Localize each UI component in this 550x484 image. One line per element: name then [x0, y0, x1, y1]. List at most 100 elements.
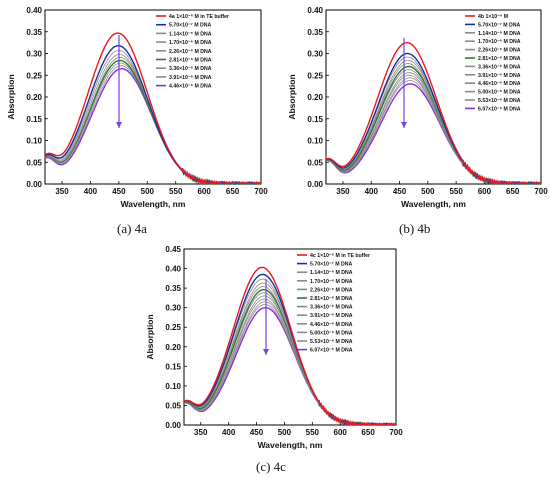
legend-label: 5.00×10⁻⁶ M DNA	[478, 90, 521, 96]
y-tick-label: 0.35	[307, 28, 323, 37]
series-line	[184, 266, 396, 425]
x-axis-label: Wavelength, nm	[121, 199, 186, 209]
trend-arrow-head	[401, 122, 407, 128]
series-line	[326, 42, 541, 184]
legend-label: 1.70×10⁻⁶ M DNA	[478, 39, 521, 45]
x-tick-label: 500	[278, 428, 292, 437]
legend-label: 1.14×10⁻⁶ M DNA	[169, 31, 212, 37]
x-tick-label: 350	[55, 187, 69, 196]
legend-label: 5.00×10⁻⁶ M DNA	[310, 330, 353, 336]
y-tick-label: 0.35	[26, 28, 42, 37]
legend-label: 4a 1×10⁻⁶ M in TE buffer	[169, 14, 229, 20]
y-axis-label: Absorption	[287, 74, 297, 119]
y-tick-label: 0.25	[307, 71, 323, 80]
y-tick-label: 0.30	[165, 304, 181, 313]
legend-label: 1.70×10⁻⁶ M DNA	[310, 279, 353, 285]
x-tick-label: 450	[393, 187, 407, 196]
y-tick-label: 0.20	[165, 343, 181, 352]
legend-label: 5.70×10⁻⁷ M DNA	[478, 22, 520, 28]
series-line	[45, 45, 261, 184]
x-tick-label: 550	[169, 187, 183, 196]
x-tick-label: 500	[421, 187, 435, 196]
legend-label: 2.81×10⁻⁶ M DNA	[310, 296, 353, 302]
series-line	[184, 301, 396, 425]
chart-panel-1: 0.00 0.05 0.10 0.15 0.20 0.25 0.30 0.35 0.40 350 4…	[6, 6, 268, 209]
y-tick-label: 0.00	[26, 180, 42, 189]
x-tick-label: 550	[449, 187, 463, 196]
y-tick-label: 0.45	[165, 245, 181, 254]
series-line	[45, 32, 261, 184]
y-tick-label: 0.10	[26, 137, 42, 146]
legend-label: 2.26×10⁻⁶ M DNA	[169, 49, 212, 55]
x-tick-label: 400	[84, 187, 98, 196]
y-tick-label: 0.40	[26, 6, 42, 15]
series-line	[326, 60, 541, 184]
x-tick-label: 400	[365, 187, 379, 196]
legend-label: 4b 1×10⁻⁶ M	[478, 14, 508, 20]
x-tick-label: 600	[197, 187, 211, 196]
chart-panel-2: 0.00 0.05 0.10 0.15 0.20 0.25 0.30 0.35 0.40 350 4…	[287, 6, 548, 209]
legend-label: 3.36×10⁻⁶ M DNA	[169, 66, 212, 72]
plot-frame	[183, 248, 397, 426]
legend-label: 5.53×10⁻⁶ M DNA	[310, 339, 353, 345]
y-axis-label: Absorption	[6, 74, 16, 119]
series-line	[45, 56, 261, 184]
x-tick-label: 400	[222, 428, 236, 437]
x-axis-label: Wavelength, nm	[401, 199, 466, 209]
x-tick-label: 350	[194, 428, 208, 437]
x-tick-label: 350	[336, 187, 350, 196]
x-tick-label: 450	[112, 187, 126, 196]
legend-label: 6.07×10⁻⁶ M DNA	[478, 106, 521, 112]
legend-label: 1.14×10⁻⁶ M DNA	[310, 270, 353, 276]
legend-label: 3.36×10⁻⁶ M DNA	[310, 305, 353, 311]
series-line	[184, 292, 396, 425]
series-line	[184, 304, 396, 425]
trend-arrow-head	[116, 122, 122, 128]
series-group	[45, 32, 261, 184]
y-tick-label: 0.35	[165, 284, 181, 293]
chart-panel-3: 0.00 0.05 0.10 0.15 0.20 0.25 0.30 0.35 0.40 0.45…	[145, 245, 403, 450]
y-tick-label: 0.40	[307, 6, 323, 15]
y-tick-label: 0.15	[307, 115, 323, 124]
series-line	[184, 298, 396, 425]
x-tick-label: 650	[361, 428, 375, 437]
x-tick-label: 700	[389, 428, 403, 437]
y-tick-label: 0.40	[165, 265, 181, 274]
series-group	[184, 266, 396, 425]
legend-label: 3.91×10⁻⁶ M DNA	[310, 313, 353, 319]
legend-label: 3.91×10⁻⁶ M DNA	[169, 75, 212, 81]
y-tick-label: 0.30	[307, 50, 323, 59]
x-tick-label: 700	[254, 187, 268, 196]
y-tick-label: 0.20	[26, 93, 42, 102]
trend-arrow-head	[263, 349, 269, 355]
series-line	[184, 282, 396, 425]
legend-label: 4.46×10⁻⁶ M DNA	[310, 322, 353, 328]
series-line	[184, 286, 396, 425]
y-tick-label: 0.10	[165, 382, 181, 391]
x-tick-label: 650	[226, 187, 240, 196]
series-line	[184, 273, 396, 425]
legend-label: 5.70×10⁻⁷ M DNA	[310, 262, 352, 268]
legend-label: 6.07×10⁻⁶ M DNA	[310, 348, 353, 354]
legend-label: 4.46×10⁻⁶ M DNA	[478, 81, 521, 87]
y-tick-label: 0.15	[26, 115, 42, 124]
series-line	[184, 289, 396, 425]
series-line	[184, 295, 396, 425]
legend-label: 1.14×10⁻⁶ M DNA	[478, 31, 521, 37]
x-tick-label: 650	[506, 187, 520, 196]
y-tick-label: 0.20	[307, 93, 323, 102]
legend-label: 2.81×10⁻⁶ M DNA	[478, 56, 521, 62]
legend-label: 4c 1×10⁻⁶ M in TE buffer	[310, 253, 370, 259]
caption-c: (c) 4c	[256, 459, 286, 474]
legend-label: 5.53×10⁻⁶ M DNA	[478, 98, 521, 104]
y-tick-label: 0.15	[165, 362, 181, 371]
caption-b: (b) 4b	[399, 221, 431, 236]
x-tick-label: 450	[250, 428, 264, 437]
series-group	[326, 42, 541, 184]
legend-label: 1.70×10⁻⁶ M DNA	[169, 40, 212, 46]
y-tick-label: 0.05	[26, 158, 42, 167]
y-tick-label: 0.10	[307, 137, 323, 146]
y-tick-label: 0.25	[165, 323, 181, 332]
y-tick-label: 0.00	[165, 421, 181, 430]
